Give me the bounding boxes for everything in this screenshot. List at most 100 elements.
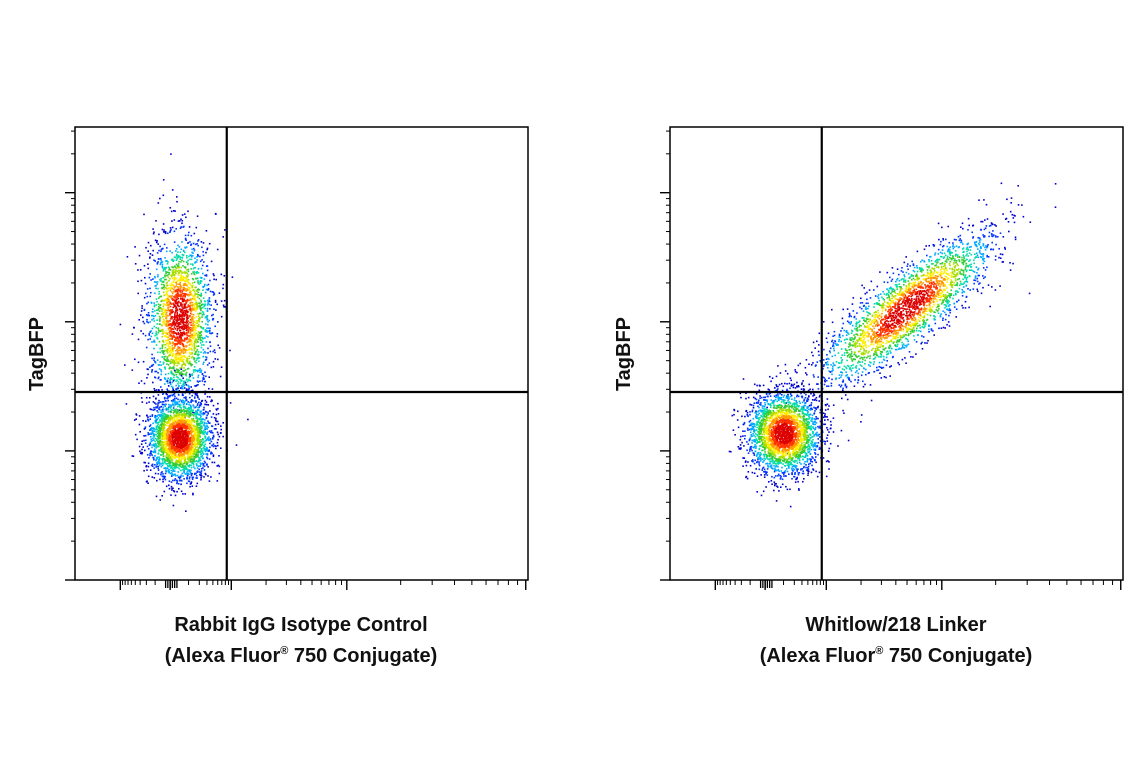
data-point — [199, 465, 202, 468]
data-point — [222, 287, 224, 290]
data-point — [181, 292, 183, 294]
data-point — [162, 291, 165, 294]
data-point — [168, 267, 171, 269]
data-point — [177, 265, 180, 267]
data-point — [149, 441, 152, 444]
data-point — [158, 340, 161, 343]
data-point — [941, 262, 943, 265]
left-plot-panel: TagBFP Rabbit IgG Isotype Control (Alexa… — [0, 0, 560, 768]
data-point — [187, 331, 189, 334]
data-point — [180, 436, 183, 439]
data-point — [155, 495, 158, 498]
data-point — [187, 480, 190, 482]
data-point — [212, 455, 215, 458]
data-point — [159, 428, 162, 430]
data-point — [174, 478, 177, 480]
data-point — [186, 463, 188, 466]
data-point — [185, 425, 188, 427]
data-point — [175, 259, 178, 261]
data-point — [154, 416, 156, 419]
data-point — [177, 376, 179, 379]
data-point — [169, 461, 171, 463]
data-point — [188, 388, 190, 390]
data-point — [197, 268, 200, 270]
data-point — [171, 189, 174, 191]
data-point — [191, 419, 194, 422]
data-point — [194, 299, 197, 302]
data-point — [906, 321, 909, 323]
data-point — [193, 341, 196, 343]
data-point — [171, 489, 173, 491]
data-point — [158, 290, 160, 293]
data-point — [147, 432, 149, 434]
data-point — [169, 278, 171, 280]
data-point — [210, 430, 213, 432]
data-point — [167, 289, 169, 292]
data-point — [158, 406, 161, 409]
data-point — [140, 310, 143, 312]
data-point — [141, 305, 143, 307]
data-point — [198, 432, 200, 435]
data-point — [989, 305, 991, 308]
data-point — [192, 337, 194, 340]
data-point — [203, 460, 206, 463]
data-point — [177, 256, 179, 259]
data-point — [194, 442, 196, 445]
data-point — [204, 437, 206, 439]
data-point — [162, 223, 165, 225]
data-point — [940, 295, 943, 298]
data-point — [210, 332, 213, 335]
data-point — [151, 444, 153, 446]
data-point — [832, 404, 835, 406]
data-point — [205, 417, 208, 420]
data-point — [151, 308, 154, 311]
data-point — [176, 429, 178, 432]
data-point — [194, 392, 197, 395]
data-point — [153, 315, 155, 318]
data-point — [171, 419, 174, 422]
data-point — [195, 477, 197, 479]
data-point — [167, 276, 170, 279]
data-point — [155, 220, 157, 222]
data-point — [170, 296, 172, 299]
data-point — [157, 435, 159, 437]
data-point — [195, 293, 197, 295]
data-point — [207, 336, 209, 338]
data-point — [167, 453, 169, 456]
data-point — [186, 272, 188, 275]
data-point — [164, 298, 166, 301]
data-point — [174, 451, 176, 453]
data-point — [155, 420, 157, 423]
data-point — [167, 261, 169, 263]
data-point — [190, 409, 193, 411]
data-point — [160, 369, 162, 371]
data-point — [177, 416, 180, 419]
data-point — [190, 243, 193, 246]
data-point — [153, 408, 156, 411]
data-point — [156, 405, 159, 408]
data-point — [208, 300, 211, 303]
data-point — [181, 309, 184, 311]
data-point — [149, 415, 151, 418]
data-point — [171, 266, 173, 268]
data-point — [191, 442, 194, 445]
data-point — [200, 369, 203, 372]
data-point — [195, 460, 198, 462]
data-point — [198, 353, 200, 356]
data-point — [186, 378, 188, 381]
data-point — [178, 360, 181, 363]
data-point — [172, 490, 175, 492]
data-point — [155, 344, 158, 346]
data-point — [193, 369, 195, 371]
data-point — [163, 442, 166, 445]
data-point — [162, 179, 165, 181]
data-point — [187, 367, 190, 370]
data-point — [176, 455, 179, 458]
data-point — [193, 250, 195, 252]
data-point — [149, 295, 151, 298]
data-point — [951, 284, 954, 286]
data-point — [161, 324, 163, 326]
data-point — [159, 435, 161, 438]
data-point — [164, 274, 166, 277]
data-point — [182, 455, 184, 458]
